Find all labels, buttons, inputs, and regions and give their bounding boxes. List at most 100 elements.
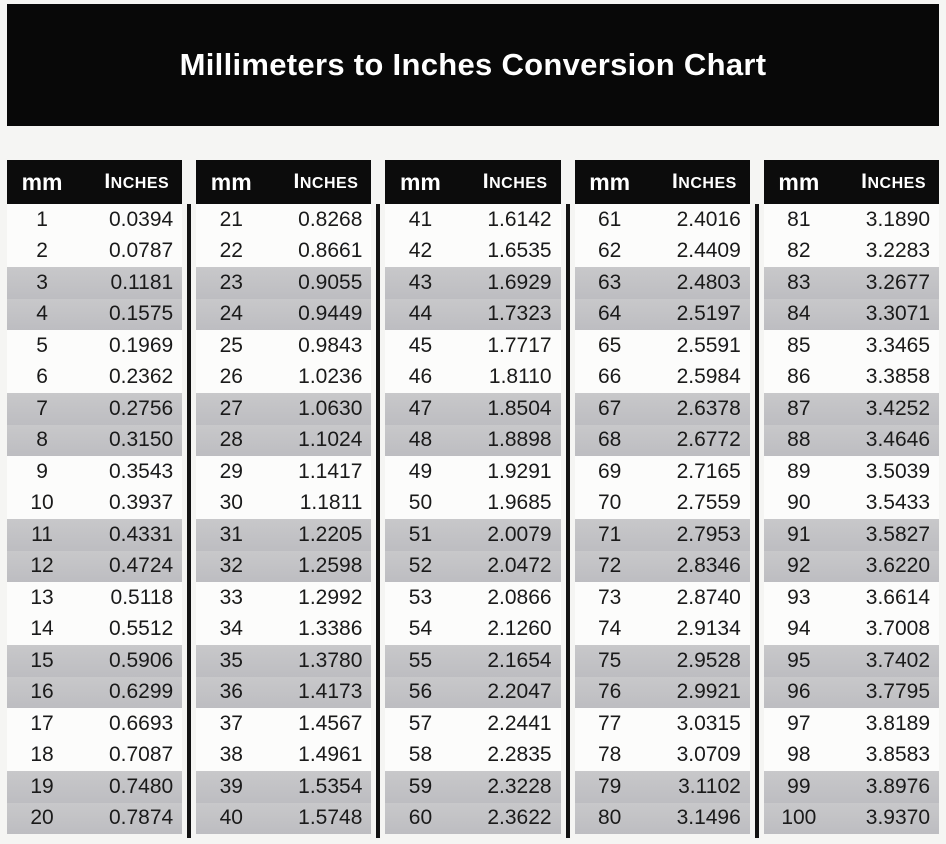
inches-header-initial: I <box>671 170 679 193</box>
mm-value: 54 <box>408 617 433 641</box>
conversion-table: mm INCHES 1 0.0394 2 0.0787 3 0.1181 4 0.1575 5 0.1… <box>7 160 940 838</box>
table-row-mm-50: 50 1.9685 <box>385 487 561 519</box>
inches-value: 1.9685 <box>487 491 552 515</box>
mm-value: 7 <box>36 396 48 420</box>
mm-value: 73 <box>597 585 622 609</box>
mm-value: 42 <box>408 239 433 263</box>
inches-value: 1.6929 <box>487 270 552 294</box>
inches-header-smallcaps: NCHES <box>867 175 926 192</box>
column-header-inches: INCHES <box>455 170 560 194</box>
inches-header-initial: I <box>482 170 490 193</box>
mm-value: 27 <box>219 396 243 420</box>
mm-value: 3 <box>36 270 48 294</box>
inches-value: 1.8898 <box>487 428 552 452</box>
table-row-mm-12: 12 0.4724 <box>7 550 183 582</box>
inches-value: 0.9843 <box>298 333 363 357</box>
mm-value: 88 <box>787 428 811 452</box>
mm-value: 76 <box>597 680 622 704</box>
mm-value: 39 <box>219 774 243 798</box>
mm-value: 87 <box>787 396 811 420</box>
table-row-mm-54: 54 2.1260 <box>385 613 561 645</box>
table-row-mm-22: 22 0.8661 <box>196 235 372 267</box>
inches-value: 3.3071 <box>865 302 930 326</box>
mm-value: 56 <box>408 680 433 704</box>
table-row-mm-31: 31 1.2205 <box>196 519 372 551</box>
table-row-mm-1: 1 0.0394 <box>7 204 183 236</box>
table-row-mm-15: 15 0.5906 <box>7 645 183 677</box>
inches-header-initial: I <box>861 170 868 193</box>
table-row-mm-97: 97 3.8189 <box>763 708 940 740</box>
inches-value: 3.6614 <box>865 585 930 609</box>
inches-value: 3.7402 <box>865 648 930 672</box>
mm-value: 59 <box>408 774 433 798</box>
table-row-mm-90: 90 3.5433 <box>763 487 940 519</box>
inches-value: 0.5512 <box>108 617 174 641</box>
page-title: Millimeters to Inches Conversion Chart <box>179 47 767 82</box>
mm-value: 33 <box>219 585 243 609</box>
column-header-inches: INCHES <box>834 170 939 194</box>
group-rows: 61 2.4016 62 2.4409 63 2.4803 64 2.5197 65 2.5591… <box>574 204 750 834</box>
table-row-mm-64: 64 2.5197 <box>574 298 750 330</box>
mm-value: 75 <box>597 648 622 672</box>
group-header: mm INCHES <box>7 160 183 204</box>
table-row-mm-88: 88 3.4646 <box>763 424 940 456</box>
inches-value: 2.3622 <box>487 806 552 830</box>
mm-value: 69 <box>597 459 622 483</box>
table-row-mm-36: 36 1.4173 <box>196 676 372 708</box>
table-row-mm-80: 80 3.1496 <box>574 802 750 834</box>
mm-value: 28 <box>219 428 243 452</box>
table-row-mm-63: 63 2.4803 <box>574 267 750 299</box>
mm-value: 38 <box>219 743 243 767</box>
mm-value: 90 <box>787 491 811 515</box>
mm-value: 62 <box>597 239 622 263</box>
mm-value: 40 <box>219 806 243 830</box>
inches-value: 0.2362 <box>108 365 174 389</box>
inches-value: 2.2441 <box>487 711 552 735</box>
table-row-mm-96: 96 3.7795 <box>763 676 940 708</box>
table-row-mm-40: 40 1.5748 <box>196 802 372 834</box>
group-rows: 81 3.1890 82 3.2283 83 3.2677 84 3.3071 85 3.3465… <box>763 204 940 834</box>
mm-value: 32 <box>219 554 243 578</box>
inches-value: 3.2677 <box>865 270 930 294</box>
mm-value: 82 <box>787 239 811 263</box>
inches-value: 3.7008 <box>865 617 930 641</box>
table-row-mm-16: 16 0.6299 <box>7 676 183 708</box>
mm-value: 23 <box>219 270 243 294</box>
mm-value: 49 <box>408 459 433 483</box>
inches-value: 2.2835 <box>487 743 552 767</box>
table-row-mm-9: 9 0.3543 <box>7 456 183 488</box>
table-row-mm-55: 55 2.1654 <box>385 645 561 677</box>
inches-value: 1.0630 <box>298 396 363 420</box>
table-row-mm-66: 66 2.5984 <box>574 361 750 393</box>
column-divider <box>754 204 759 838</box>
table-row-mm-61: 61 2.4016 <box>574 204 750 236</box>
mm-value: 58 <box>408 743 433 767</box>
mm-value: 41 <box>408 207 433 231</box>
mm-value: 11 <box>31 522 53 546</box>
table-row-mm-47: 47 1.8504 <box>385 393 561 425</box>
table-row-mm-98: 98 3.8583 <box>763 739 940 771</box>
table-row-mm-39: 39 1.5354 <box>196 771 372 803</box>
table-row-mm-57: 57 2.2441 <box>385 708 561 740</box>
mm-value: 66 <box>597 365 622 389</box>
table-row-mm-17: 17 0.6693 <box>7 708 183 740</box>
table-row-mm-42: 42 1.6535 <box>385 235 561 267</box>
mm-value: 8 <box>36 428 48 452</box>
column-header-mm: mm <box>589 168 631 195</box>
mm-value: 14 <box>30 617 54 641</box>
table-row-mm-33: 33 1.2992 <box>196 582 372 614</box>
inches-value: 1.2992 <box>298 585 363 609</box>
mm-value: 83 <box>787 270 811 294</box>
table-row-mm-25: 25 0.9843 <box>196 330 372 362</box>
mm-value: 94 <box>787 617 811 641</box>
table-row-mm-49: 49 1.9291 <box>385 456 561 488</box>
table-row-mm-77: 77 3.0315 <box>574 708 750 740</box>
inches-value: 0.8268 <box>298 207 363 231</box>
inches-value: 0.0787 <box>108 239 174 263</box>
inches-value: 2.0866 <box>487 585 552 609</box>
mm-value: 24 <box>219 302 243 326</box>
table-row-mm-18: 18 0.7087 <box>7 739 183 771</box>
mm-value: 81 <box>787 207 811 231</box>
table-row-mm-69: 69 2.7165 <box>574 456 750 488</box>
mm-value: 89 <box>787 459 811 483</box>
